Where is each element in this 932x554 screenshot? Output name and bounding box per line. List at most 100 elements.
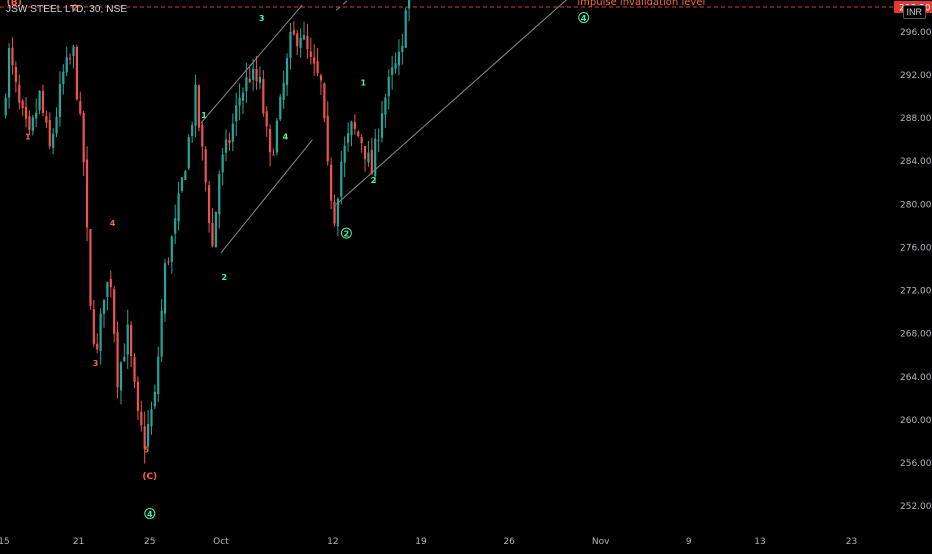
candle-body	[326, 115, 329, 162]
candle-body	[133, 356, 136, 383]
candle-body	[38, 91, 41, 111]
price-tick-label: 252.00	[900, 502, 932, 512]
price-tick-label: 296.00	[900, 28, 932, 38]
price-tick-label: 276.00	[900, 243, 932, 253]
candle-body	[285, 58, 289, 86]
candle-body	[370, 149, 373, 175]
wave-circle	[578, 12, 590, 24]
candle-body	[4, 97, 7, 116]
candle-body	[235, 105, 238, 122]
candle-body	[52, 133, 55, 148]
candle-body	[319, 75, 323, 81]
candle-body	[374, 138, 377, 177]
price-axis-bg	[893, 0, 932, 550]
trendline	[220, 139, 313, 254]
candle-body	[218, 174, 221, 215]
candle-body	[248, 78, 251, 82]
wave-label: 4	[283, 133, 289, 142]
candle-body	[231, 123, 234, 142]
candle-body	[241, 92, 245, 101]
candle-body	[79, 101, 82, 114]
candle-body	[228, 140, 231, 144]
candle-body	[296, 33, 299, 47]
price-tick-label: 268.00	[900, 330, 932, 340]
wave-label: 4	[581, 14, 587, 23]
wave-label: 2	[72, 3, 78, 12]
candle-body	[262, 78, 265, 114]
candle-body	[123, 356, 126, 362]
time-tick-label: 21	[73, 537, 84, 547]
candle-body	[21, 100, 24, 109]
candle-body	[201, 124, 204, 147]
price-tick-label: 280.00	[900, 200, 932, 210]
candle-body	[258, 76, 262, 83]
candle-body	[146, 423, 150, 447]
candle-body	[306, 35, 309, 49]
candle-body	[72, 46, 75, 57]
candle-body	[357, 131, 360, 137]
candle-body	[174, 218, 177, 234]
candle-body	[404, 10, 407, 48]
candle-body	[75, 47, 78, 100]
candle-body	[245, 77, 248, 92]
candle-body	[119, 362, 123, 391]
candle-body	[238, 97, 241, 106]
candle-body	[140, 411, 143, 426]
time-axis: 15 21 25 Oct 12 19 26 Nov 9 13 23	[0, 530, 893, 550]
candle-body	[302, 35, 306, 40]
candle-body	[194, 84, 197, 126]
candle-body	[292, 30, 295, 35]
candle-body	[340, 161, 343, 197]
candle-body	[85, 159, 89, 228]
candle-body	[316, 61, 319, 74]
candle-body	[272, 154, 275, 156]
candle-body	[28, 116, 31, 130]
candle-body	[343, 145, 346, 163]
candle-body	[214, 211, 217, 248]
candle-body	[309, 51, 312, 57]
time-tick-label: 12	[327, 537, 338, 547]
candle-body	[360, 137, 363, 144]
candle-body	[18, 84, 21, 103]
price-axis: 252.00 256.00 260.00 264.00 268.00 272.00 276.…	[893, 0, 932, 550]
wave-label: 3	[93, 359, 99, 368]
time-tick-label: 19	[415, 537, 427, 547]
wave-label: 3	[259, 14, 265, 23]
candle-body	[336, 198, 340, 227]
candle-body	[170, 236, 173, 263]
candle-body	[58, 84, 62, 117]
candle-body	[313, 57, 316, 64]
time-tick-label: 15	[0, 537, 10, 547]
trendline	[335, 0, 567, 205]
time-tick-label: 25	[144, 537, 155, 547]
candle-body	[350, 121, 353, 136]
trendlines	[200, 0, 567, 254]
candle-body	[269, 129, 272, 153]
candle-body	[153, 391, 156, 407]
candle-body	[252, 68, 255, 80]
time-tick-label: 26	[503, 537, 515, 547]
candle-body	[197, 85, 201, 128]
candle-body	[353, 122, 356, 129]
currency-badge[interactable]: INR	[902, 5, 926, 19]
wave-label: 1	[201, 111, 207, 120]
candle-body	[207, 185, 211, 223]
candle-body	[346, 133, 350, 143]
time-tick-label: 13	[754, 537, 765, 547]
candle-body	[289, 31, 292, 58]
candle-body	[126, 324, 129, 355]
time-tick-label: Oct	[213, 537, 229, 547]
candle-body	[62, 71, 65, 85]
horizontal-levels	[0, 6, 893, 8]
candle-body	[65, 57, 68, 73]
price-tick-label: 284.00	[900, 157, 932, 167]
price-tick-label: 256.00	[900, 459, 932, 469]
candle-body	[184, 171, 187, 180]
candle-body	[31, 117, 34, 131]
candle-body	[113, 288, 116, 334]
price-tick-label: 260.00	[900, 416, 932, 426]
candle-body	[82, 112, 85, 163]
candle-body	[187, 137, 190, 169]
